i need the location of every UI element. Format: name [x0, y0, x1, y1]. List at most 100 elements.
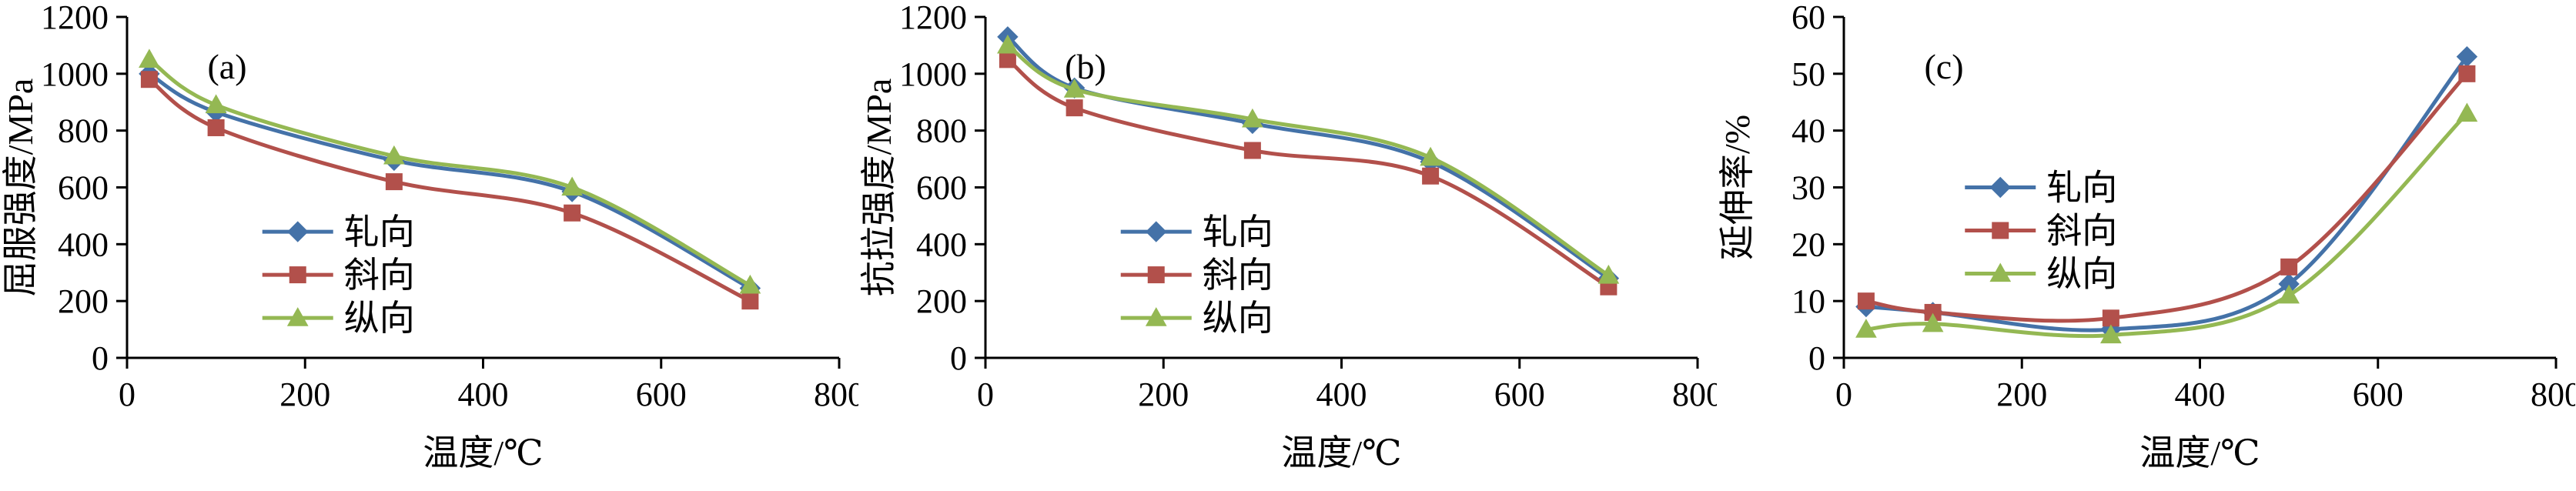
- data-point-series-2: [997, 34, 1019, 54]
- data-point-series-2: [561, 176, 583, 196]
- x-tick-label: 0: [1835, 376, 1852, 413]
- series-line-2: [1864, 112, 2469, 339]
- x-axis-label: 温度/℃: [423, 433, 543, 473]
- x-axis-label: 温度/℃: [1281, 433, 1401, 473]
- data-point-series-2: [383, 145, 405, 165]
- data-point-series-1: [140, 71, 158, 89]
- data-point-series-2: [739, 274, 761, 294]
- y-tick-label: 40: [1791, 112, 1825, 150]
- data-point-series-1: [999, 51, 1016, 68]
- x-tick-label: 800: [1672, 376, 1717, 413]
- legend-marker-0: [1989, 176, 2011, 199]
- x-tick-label: 800: [814, 376, 858, 413]
- y-tick-label: 10: [1791, 282, 1825, 320]
- data-point-series-2: [1420, 146, 1441, 166]
- series-line-0: [1864, 55, 2469, 332]
- chart-svg: 0 200 400 600 800 1000 1200 0 200 400 600 800 抗拉强度/M…: [859, 0, 1717, 473]
- y-tick-label: 600: [58, 169, 109, 207]
- panel-label: (a): [207, 47, 246, 86]
- y-tick-label: 1200: [41, 0, 109, 36]
- y-axis-label: 屈服强度/MPa: [1, 78, 40, 297]
- y-tick-label: 800: [58, 112, 109, 150]
- y-tick-label: 0: [92, 339, 109, 377]
- data-point-series-1: [1066, 99, 1083, 117]
- data-point-series-1: [2458, 65, 2476, 82]
- legend-label-0: 轧向: [1203, 212, 1273, 252]
- legend-label-2: 纵向: [1203, 299, 1273, 338]
- y-tick-label: 0: [1808, 339, 1825, 377]
- y-tick-label: 800: [916, 112, 967, 150]
- data-point-series-2: [1855, 319, 1877, 338]
- y-tick-label: 0: [950, 339, 967, 377]
- legend-marker-1: [289, 266, 306, 284]
- data-point-series-1: [741, 292, 759, 310]
- x-tick-label: 0: [977, 376, 994, 413]
- chart-panel-b: 0 200 400 600 800 1000 1200 0 200 400 600 800 抗拉强度/M…: [858, 0, 1717, 491]
- legend-marker-1: [1147, 266, 1165, 284]
- data-point-series-1: [207, 119, 225, 136]
- x-tick-label: 0: [119, 376, 135, 413]
- data-point-series-2: [2278, 284, 2300, 304]
- x-tick-label: 400: [2175, 376, 2226, 413]
- y-tick-label: 200: [916, 282, 967, 320]
- legend-marker-0: [1146, 221, 1167, 242]
- data-point-series-2: [1242, 108, 1263, 128]
- x-axis-label: 温度/℃: [2139, 433, 2260, 473]
- legend-label-0: 轧向: [2046, 169, 2117, 208]
- legend-marker-2: [1145, 307, 1167, 326]
- data-point-series-2: [205, 94, 227, 114]
- y-tick-label: 30: [1791, 169, 1825, 207]
- x-tick-label: 800: [2531, 376, 2575, 413]
- x-tick-label: 200: [1996, 376, 2047, 413]
- y-axis-label: 延伸率/%: [1718, 115, 1757, 260]
- data-point-series-1: [2102, 309, 2119, 327]
- data-point-series-1: [385, 173, 403, 191]
- x-tick-label: 600: [1494, 376, 1545, 413]
- x-tick-label: 400: [1316, 376, 1367, 413]
- y-tick-label: 400: [58, 225, 109, 263]
- data-point-series-1: [1243, 142, 1261, 159]
- data-point-series-1: [564, 204, 581, 222]
- legend-label-2: 纵向: [2046, 255, 2117, 294]
- y-tick-label: 400: [916, 225, 967, 263]
- y-axis-label: 抗拉强度/MPa: [859, 78, 898, 297]
- series-line-2: [147, 57, 752, 288]
- data-point-series-2: [2100, 324, 2122, 344]
- data-point-series-1: [2280, 258, 2298, 276]
- data-point-series-1: [1422, 167, 1440, 185]
- data-point-series-2: [1063, 78, 1086, 98]
- legend-marker-2: [286, 307, 309, 326]
- y-tick-label: 1000: [899, 55, 967, 93]
- chart-panel-c: 0 10 20 30 40 50 60 0 200 400 600 800 延伸率/% 温度/℃ (c) 轧向…: [1717, 0, 2575, 491]
- legend-label-0: 轧向: [344, 212, 415, 252]
- panel-label: (b): [1065, 47, 1106, 86]
- y-tick-label: 60: [1791, 0, 1825, 36]
- series-line-1: [1864, 72, 2469, 323]
- data-point-series-2: [1922, 312, 1944, 332]
- legend-marker-2: [1989, 262, 2012, 282]
- y-tick-label: 1000: [41, 55, 109, 93]
- legend-label-1: 斜向: [2046, 212, 2117, 251]
- y-tick-label: 50: [1791, 55, 1825, 93]
- data-point-series-2: [2456, 102, 2478, 122]
- series-line-2: [1005, 43, 1611, 278]
- x-tick-label: 200: [279, 376, 330, 413]
- chart-svg: 0 200 400 600 800 1000 1200 0 200 400 600 800 屈服强度/M…: [1, 0, 858, 473]
- x-tick-label: 200: [1138, 376, 1189, 413]
- data-point-series-1: [1857, 292, 1875, 310]
- legend-marker-0: [287, 221, 309, 242]
- chart-panel-a: 0 200 400 600 800 1000 1200 0 200 400 600 800 屈服强度/M…: [0, 0, 858, 491]
- legend-label-1: 斜向: [1203, 256, 1273, 295]
- x-tick-label: 600: [636, 376, 687, 413]
- data-point-series-2: [1597, 264, 1620, 284]
- legend-marker-1: [1992, 222, 2009, 239]
- legend-label-2: 纵向: [344, 299, 415, 338]
- y-tick-label: 200: [58, 282, 109, 320]
- y-tick-label: 1200: [899, 0, 967, 36]
- y-tick-label: 20: [1791, 225, 1825, 263]
